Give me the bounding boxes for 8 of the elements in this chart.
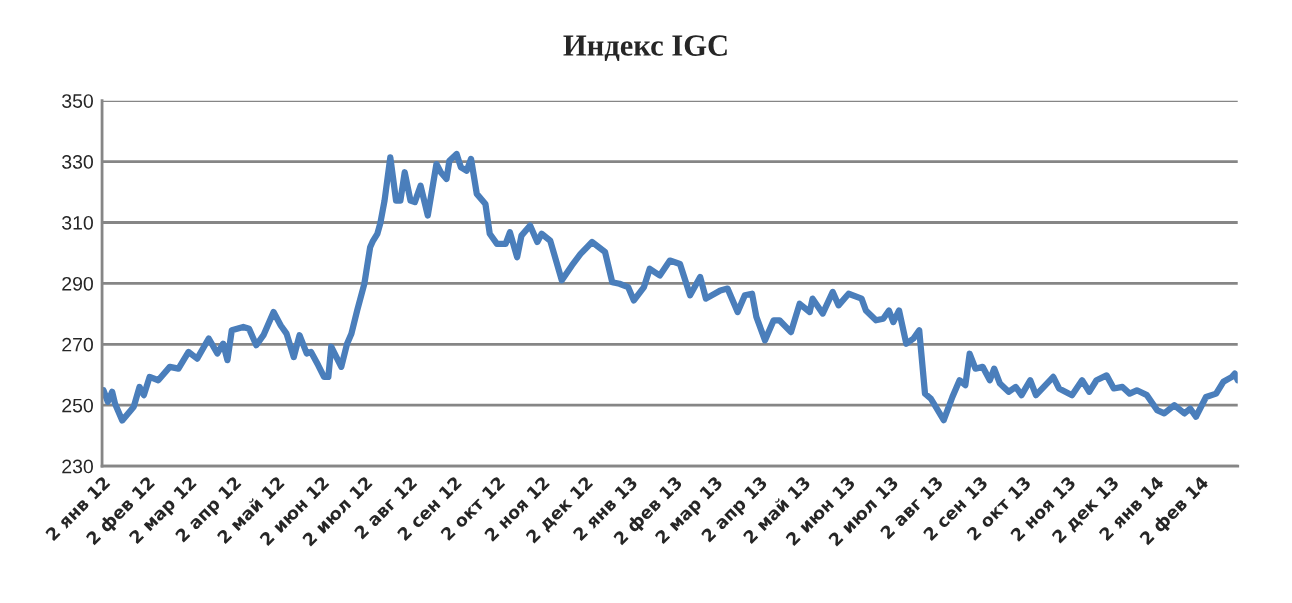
chart-title: Индекс IGC [563,35,727,61]
y-tick-label: 250 [62,398,93,413]
y-tick-label: 230 [62,459,93,474]
y-tick-label: 330 [62,155,93,169]
y-tick-label: 290 [62,276,93,291]
y-tick-label: 310 [62,215,93,230]
y-tick-label: 270 [62,337,93,352]
y-tick-label: 350 [62,94,93,108]
